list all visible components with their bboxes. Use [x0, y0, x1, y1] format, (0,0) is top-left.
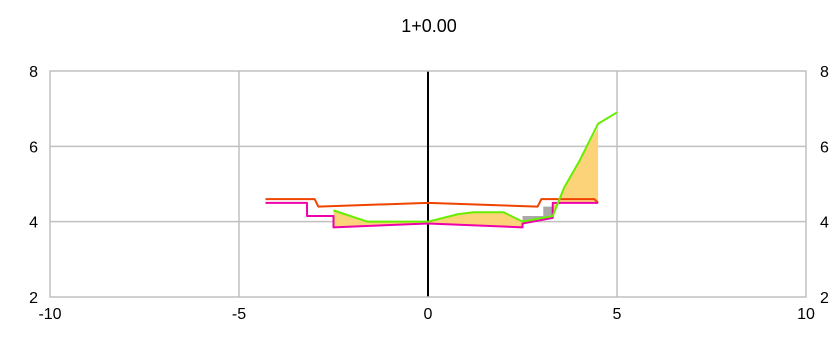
- y-tick-label-right: 6: [820, 139, 829, 156]
- fill-area-1: [552, 127, 599, 217]
- plot-border: [49, 70, 807, 298]
- chart-title: 1+0.00: [401, 16, 457, 36]
- x-tick-label: -5: [232, 306, 246, 323]
- y-tick-label-left: 6: [29, 139, 38, 156]
- plot-frame: [49, 70, 807, 298]
- design-line: [265, 198, 599, 208]
- y-tick-label-left: 2: [29, 290, 38, 307]
- y-tick-label-right: 2: [820, 290, 829, 307]
- fill-area-0: [333, 210, 523, 228]
- ground-line: [333, 111, 618, 223]
- tick-labels: -10 -5 0 5 10 2 2 4 4 6 6 8 8: [29, 64, 829, 323]
- y-tick-label-right: 4: [820, 215, 829, 232]
- y-tick-label-left: 8: [29, 64, 38, 81]
- profile-lines: [265, 71, 618, 297]
- subgrade-line: [265, 201, 599, 229]
- y-tick-label-right: 8: [820, 64, 829, 81]
- x-tick-label: 0: [424, 306, 433, 323]
- x-tick-label: 10: [797, 306, 815, 323]
- y-tick-label-left: 4: [29, 215, 38, 232]
- x-tick-label: -10: [38, 306, 61, 323]
- x-tick-label: 5: [613, 306, 622, 323]
